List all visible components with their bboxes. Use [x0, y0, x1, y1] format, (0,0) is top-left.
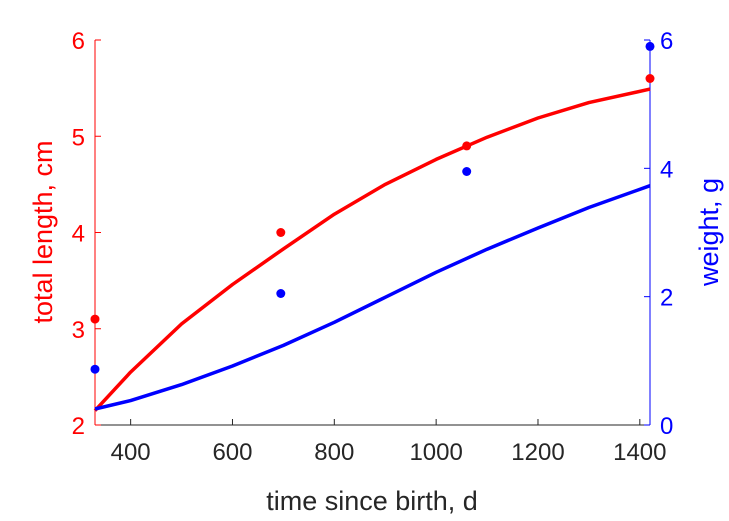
axes: 400 600 800 1000 1200 1400 2 3 4 5 6 0 2 4 6 — [72, 28, 674, 466]
x-tick-label: 1400 — [613, 439, 666, 466]
data-point-length — [90, 314, 100, 324]
y-tick-label-left: 5 — [72, 124, 85, 151]
x-axis-label: time since birth, d — [266, 486, 478, 516]
data-point-weight — [90, 364, 100, 374]
x-tick-label: 600 — [212, 439, 252, 466]
y-axis-label-left: total length, cm — [28, 140, 58, 323]
data-point-length — [645, 74, 655, 83]
y-tick-label-right: 0 — [660, 413, 673, 440]
y-tick-label-right: 2 — [660, 285, 673, 312]
data-point-weight — [645, 41, 655, 51]
y-tick-label-right: 6 — [660, 28, 673, 55]
y-tick-label-left: 6 — [72, 28, 85, 55]
x-tick-label: 800 — [314, 439, 354, 466]
data-point-weight — [276, 289, 286, 298]
y-tick-label-right: 4 — [660, 156, 673, 183]
series-line-weight — [94, 184, 651, 411]
x-tick-label: 1000 — [409, 439, 462, 466]
y-tick-label-left: 2 — [72, 413, 85, 440]
x-tick-label: 1200 — [511, 439, 564, 466]
y-axis-label-right: weight, g — [694, 178, 724, 287]
plot-area — [90, 41, 655, 412]
data-point-length — [276, 228, 286, 237]
series-line-length — [93, 87, 651, 412]
x-tick-label: 400 — [111, 439, 151, 466]
data-point-weight — [462, 167, 472, 176]
y-tick-label-left: 3 — [72, 317, 85, 344]
y-tick-label-left: 4 — [72, 221, 85, 248]
